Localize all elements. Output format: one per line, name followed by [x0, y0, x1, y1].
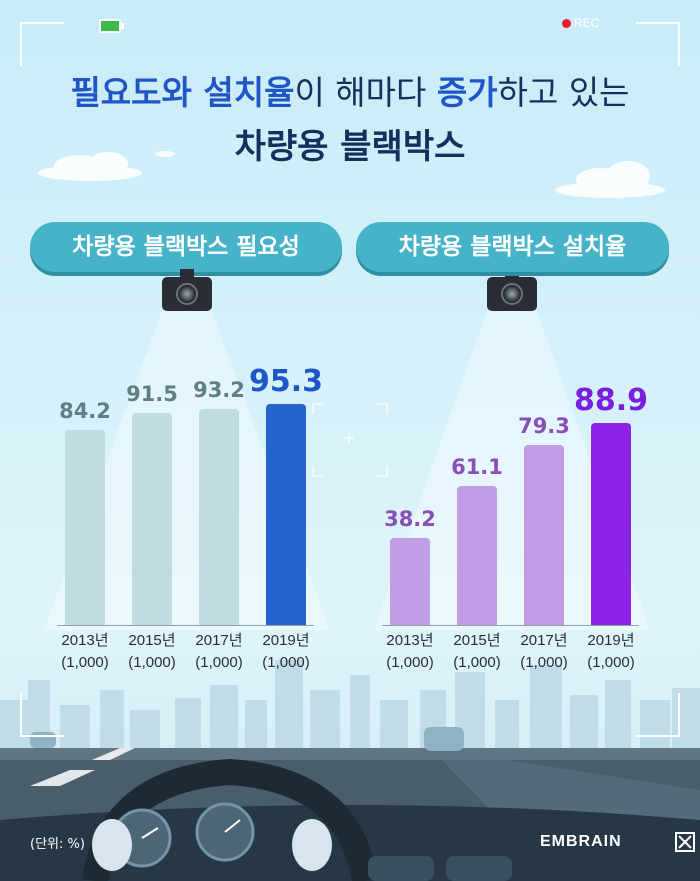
air-vents: [368, 856, 512, 881]
frame-corner-bottom-left: [20, 693, 64, 737]
camera-lens-icon: [501, 283, 523, 305]
page-title-line2: 차량용 블랙박스: [234, 127, 466, 167]
record-dot-icon: [562, 19, 571, 28]
camera-lens-icon: [176, 283, 198, 305]
rec-indicator: REC: [562, 16, 599, 30]
title-part: 이 해마다: [294, 73, 437, 112]
clouds: [38, 151, 665, 198]
brand-logo-text: EMBRAIN: [540, 833, 622, 850]
frame-corner-bottom-right: [636, 693, 680, 737]
chart1-title-pill: 차량용 블랙박스 필요성: [30, 222, 342, 272]
frame-corner-top-left: [20, 22, 64, 66]
unit-label: (단위: %): [30, 837, 85, 852]
title-part: 하고 있는: [497, 73, 630, 112]
lane-markings: [30, 748, 135, 786]
dashcam-icon-right: [487, 269, 537, 311]
title-line1-text: 필요도와 설치율이 해마다 증가하고 있는: [70, 73, 629, 112]
battery-icon: [99, 19, 124, 33]
viewfinder-marks: [312, 403, 388, 477]
title-part: 증가: [436, 73, 498, 112]
page-title-line1: 필요도와 설치율이 해마다 증가하고 있는: [0, 66, 700, 114]
chart2-title-pill: 차량용 블랙박스 설치율: [356, 222, 669, 272]
hands: [92, 819, 332, 871]
title-part: 필요도와 설치율: [70, 73, 295, 112]
frame-corner-top-right: [636, 22, 680, 66]
dashcam-icon-left: [162, 269, 212, 311]
city-skyline: [0, 660, 700, 750]
brand-logo-icon: [675, 832, 695, 852]
